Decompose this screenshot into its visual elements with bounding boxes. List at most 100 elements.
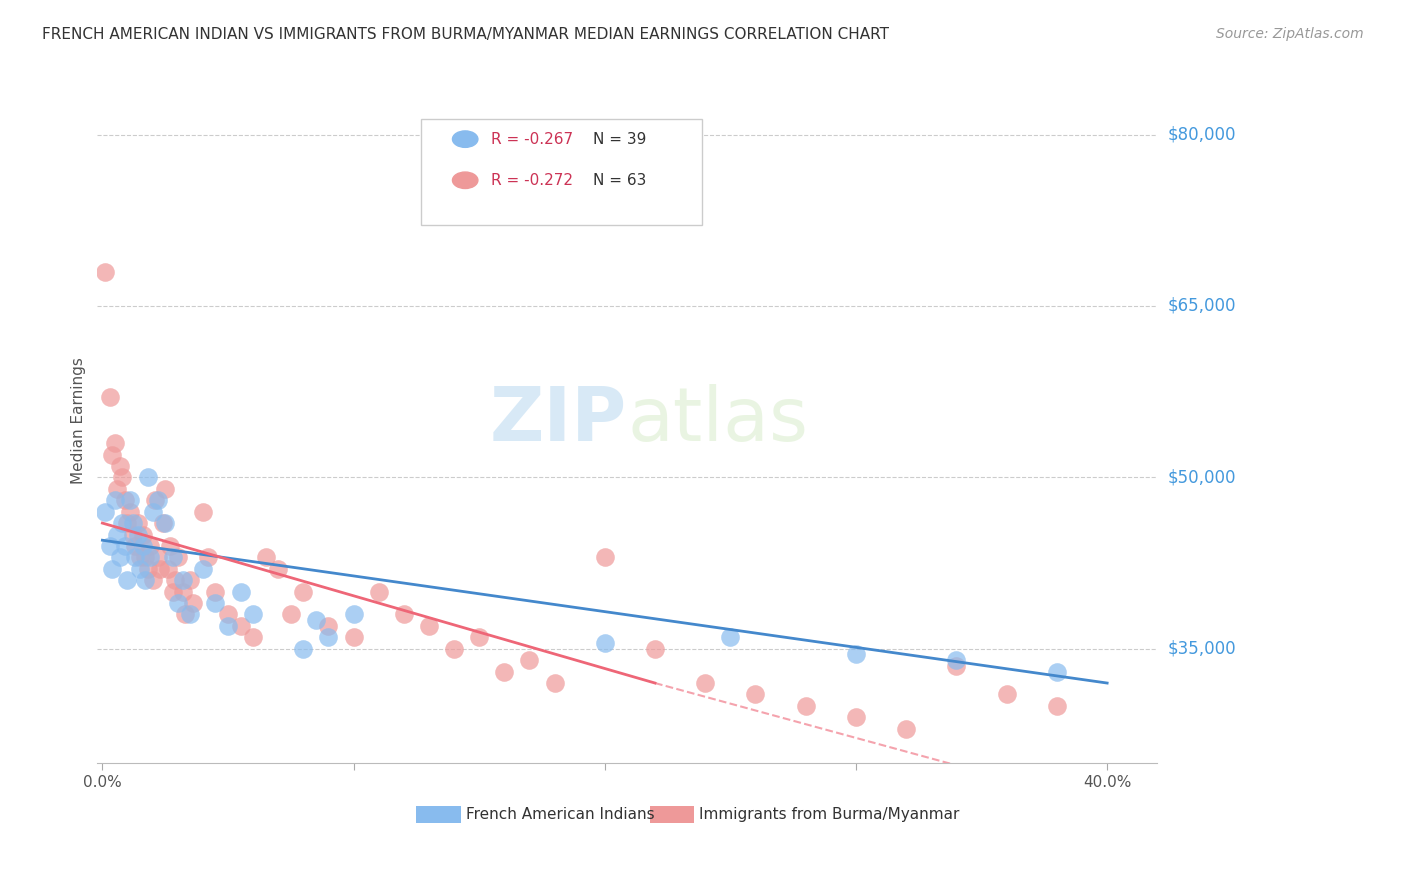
Point [159, 539, 181, 553]
Point [134, 550, 156, 565]
Text: Immigrants from Burma/Myanmar: Immigrants from Burma/Myanmar [699, 807, 960, 822]
Point [267, 562, 290, 576]
Point [111, 470, 134, 484]
Point [418, 619, 440, 633]
Point [98, 539, 121, 553]
Point [153, 482, 176, 496]
Point [197, 550, 219, 565]
Point [139, 539, 162, 553]
FancyBboxPatch shape [420, 119, 702, 225]
Point [127, 516, 149, 530]
Point [108, 550, 131, 565]
Point [124, 539, 146, 553]
Point [217, 607, 239, 622]
Point [945, 659, 967, 673]
Point [718, 631, 741, 645]
Point [1046, 698, 1069, 713]
Point [392, 607, 415, 622]
Point [1046, 665, 1069, 679]
Point [162, 584, 184, 599]
Point [342, 631, 364, 645]
Point [107, 482, 129, 496]
Point [543, 676, 565, 690]
Text: FRENCH AMERICAN INDIAN VS IMMIGRANTS FROM BURMA/MYANMAR MEDIAN EARNINGS CORRELAT: FRENCH AMERICAN INDIAN VS IMMIGRANTS FRO… [42, 27, 889, 42]
FancyBboxPatch shape [416, 805, 461, 823]
Point [292, 641, 315, 656]
Point [280, 607, 302, 622]
Text: $65,000: $65,000 [1167, 297, 1236, 315]
Point [242, 607, 264, 622]
Text: N = 63: N = 63 [593, 173, 647, 188]
Point [131, 539, 153, 553]
Point [121, 527, 143, 541]
Point [204, 596, 226, 610]
Point [129, 550, 152, 565]
Point [162, 550, 184, 565]
Text: R = -0.272: R = -0.272 [491, 173, 572, 188]
Point [124, 550, 146, 565]
Point [146, 493, 169, 508]
Point [166, 596, 188, 610]
Point [443, 641, 465, 656]
Point [179, 607, 201, 622]
Point [367, 584, 389, 599]
Point [153, 516, 176, 530]
Point [104, 493, 127, 508]
Point [101, 562, 124, 576]
Point [165, 573, 187, 587]
Point [342, 607, 364, 622]
Point [254, 550, 277, 565]
Point [292, 584, 315, 599]
Point [172, 584, 194, 599]
Point [593, 550, 616, 565]
Y-axis label: Median Earnings: Median Earnings [72, 357, 86, 483]
Point [98, 390, 121, 404]
Point [136, 470, 159, 484]
Text: Source: ZipAtlas.com: Source: ZipAtlas.com [1216, 27, 1364, 41]
Point [191, 505, 214, 519]
Point [94, 505, 117, 519]
Point [156, 562, 179, 576]
Point [181, 596, 204, 610]
Point [108, 458, 131, 473]
Point [229, 584, 252, 599]
Point [468, 631, 491, 645]
Point [519, 653, 541, 667]
Point [117, 516, 139, 530]
Point [242, 631, 264, 645]
Point [593, 636, 616, 650]
Point [305, 613, 328, 627]
Point [107, 527, 129, 541]
Point [172, 573, 194, 587]
Text: atlas: atlas [627, 384, 808, 457]
Point [118, 505, 141, 519]
Point [845, 710, 868, 724]
Point [149, 562, 172, 576]
Point [318, 631, 340, 645]
FancyBboxPatch shape [650, 805, 695, 823]
Point [217, 619, 239, 633]
Circle shape [453, 131, 478, 147]
Point [744, 688, 766, 702]
Text: $35,000: $35,000 [1167, 640, 1236, 657]
Point [995, 688, 1018, 702]
Point [318, 619, 340, 633]
Point [179, 573, 201, 587]
Point [114, 493, 136, 508]
Circle shape [453, 172, 478, 188]
Point [131, 527, 153, 541]
Text: $80,000: $80,000 [1167, 126, 1236, 144]
Point [695, 676, 717, 690]
Point [142, 505, 165, 519]
Point [229, 619, 252, 633]
Point [111, 516, 134, 530]
Text: $50,000: $50,000 [1167, 468, 1236, 486]
Point [142, 573, 165, 587]
Point [121, 516, 143, 530]
Point [152, 516, 174, 530]
Point [94, 265, 117, 279]
Point [114, 539, 136, 553]
Point [146, 550, 169, 565]
Point [117, 573, 139, 587]
Point [101, 448, 124, 462]
